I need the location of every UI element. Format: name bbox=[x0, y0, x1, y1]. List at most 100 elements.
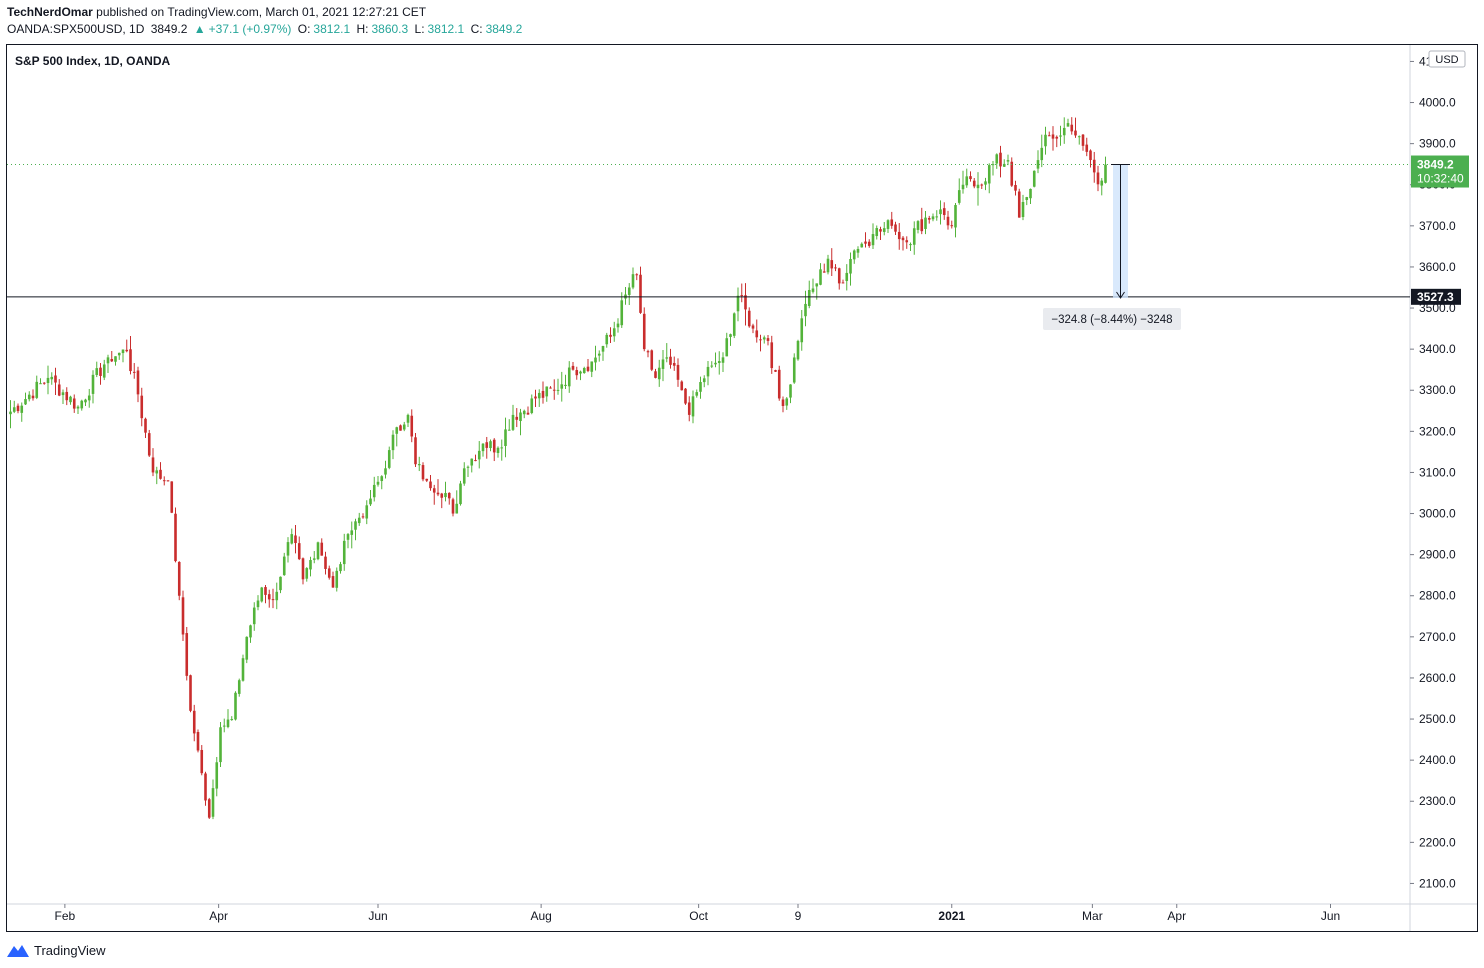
candle-body bbox=[556, 389, 560, 391]
candle-body bbox=[380, 476, 384, 482]
candle-body bbox=[785, 398, 789, 406]
hline-price-label: 3527.3 bbox=[1417, 290, 1454, 304]
candle-body bbox=[927, 218, 931, 220]
low-label: L: bbox=[414, 22, 425, 36]
candle-body bbox=[897, 231, 901, 240]
candle-body bbox=[200, 749, 204, 774]
candle-body bbox=[639, 274, 642, 313]
y-tick-label: 2300.0 bbox=[1419, 794, 1456, 808]
candle-body bbox=[342, 540, 346, 565]
candle-body bbox=[856, 248, 860, 253]
candle-body bbox=[466, 466, 470, 468]
candle-body bbox=[807, 289, 811, 307]
candle-body bbox=[222, 725, 226, 727]
candle-body bbox=[350, 530, 354, 535]
candle-body bbox=[845, 272, 849, 282]
candle-body bbox=[736, 295, 740, 312]
change-arrow-icon: ▲ bbox=[193, 22, 206, 36]
candle-body bbox=[35, 381, 39, 398]
candle-body bbox=[631, 274, 635, 288]
candle-body bbox=[650, 350, 654, 370]
currency-button[interactable] bbox=[1428, 50, 1466, 68]
x-tick-label: 2021 bbox=[938, 909, 965, 923]
candle-body bbox=[279, 576, 282, 591]
candle-body bbox=[384, 468, 387, 475]
chart-panel[interactable]: 4100.04000.03900.03800.03700.03600.03500… bbox=[6, 44, 1478, 932]
candle-body bbox=[946, 216, 950, 226]
candle-body bbox=[901, 237, 905, 241]
candle-body bbox=[702, 378, 706, 383]
candle-body bbox=[481, 443, 485, 452]
candle-body bbox=[406, 414, 410, 423]
candle-body bbox=[571, 365, 575, 370]
candle-body bbox=[46, 377, 50, 384]
candle-body bbox=[1092, 159, 1096, 173]
close-label: C: bbox=[470, 22, 483, 36]
candle-body bbox=[489, 441, 492, 449]
candle-body bbox=[159, 469, 162, 479]
candlestick-chart[interactable]: 4100.04000.03900.03800.03700.03600.03500… bbox=[7, 45, 1477, 931]
candle-body bbox=[1051, 134, 1055, 139]
candle-body bbox=[114, 356, 117, 362]
candle-body bbox=[301, 558, 305, 580]
y-tick-label: 3300.0 bbox=[1419, 383, 1456, 397]
tradingview-brand[interactable]: TradingView bbox=[34, 942, 106, 958]
candle-body bbox=[492, 439, 496, 453]
currency-button-label[interactable]: USD bbox=[1435, 54, 1458, 66]
candle-body bbox=[204, 773, 207, 801]
candle-body bbox=[774, 370, 777, 372]
open-label: O: bbox=[297, 22, 311, 36]
candle-body bbox=[729, 334, 732, 337]
author-name[interactable]: TechNerdOmar bbox=[7, 5, 93, 19]
candle-body bbox=[1017, 191, 1021, 218]
candle-body bbox=[811, 288, 815, 292]
x-tick-label: Apr bbox=[209, 909, 228, 923]
candle-body bbox=[174, 513, 177, 562]
change-value: +37.1 (+0.97%) bbox=[208, 22, 292, 36]
tradingview-logo-icon[interactable] bbox=[7, 943, 29, 957]
candle-body bbox=[136, 370, 140, 395]
y-tick-label: 3700.0 bbox=[1419, 219, 1456, 233]
candle-body bbox=[1021, 201, 1025, 218]
candle-body bbox=[102, 364, 106, 378]
candle-body bbox=[792, 357, 796, 383]
candle-body bbox=[387, 450, 391, 468]
candle-body bbox=[477, 450, 481, 460]
candle-body bbox=[1010, 161, 1014, 186]
candle-body bbox=[781, 399, 785, 406]
candle-body bbox=[747, 310, 751, 327]
candle-body bbox=[916, 221, 920, 230]
candle-body bbox=[1025, 197, 1029, 201]
y-tick-label: 2100.0 bbox=[1419, 876, 1456, 890]
candle-body bbox=[189, 675, 192, 711]
candle-body bbox=[871, 234, 875, 246]
y-tick-label: 4000.0 bbox=[1419, 96, 1456, 110]
symbol-name[interactable]: OANDA:SPX500USD, 1D bbox=[7, 22, 145, 36]
candle-body bbox=[669, 356, 672, 365]
candle-body bbox=[789, 384, 792, 398]
candle-body bbox=[1040, 147, 1044, 161]
x-tick-label: Apr bbox=[1167, 909, 1186, 923]
candle-body bbox=[1085, 144, 1089, 152]
candle-body bbox=[954, 205, 957, 228]
candle-body bbox=[395, 427, 399, 434]
y-tick-label: 2200.0 bbox=[1419, 835, 1456, 849]
candle-body bbox=[924, 217, 927, 229]
candle-body bbox=[474, 460, 477, 462]
candle-body bbox=[106, 357, 110, 364]
candle-body bbox=[357, 517, 361, 524]
candle-body bbox=[132, 371, 136, 373]
candle-body bbox=[725, 338, 729, 357]
candle-body bbox=[57, 384, 61, 396]
y-tick-label: 2900.0 bbox=[1419, 548, 1456, 562]
candle-body bbox=[717, 361, 721, 363]
candle-body bbox=[687, 402, 691, 415]
candle-body bbox=[931, 216, 935, 220]
candle-body bbox=[316, 542, 320, 560]
candle-body bbox=[20, 405, 24, 413]
candle-body bbox=[196, 731, 200, 751]
candle-body bbox=[755, 330, 759, 338]
candle-body bbox=[76, 406, 80, 409]
candle-body bbox=[151, 457, 155, 473]
candle-body bbox=[815, 283, 819, 287]
